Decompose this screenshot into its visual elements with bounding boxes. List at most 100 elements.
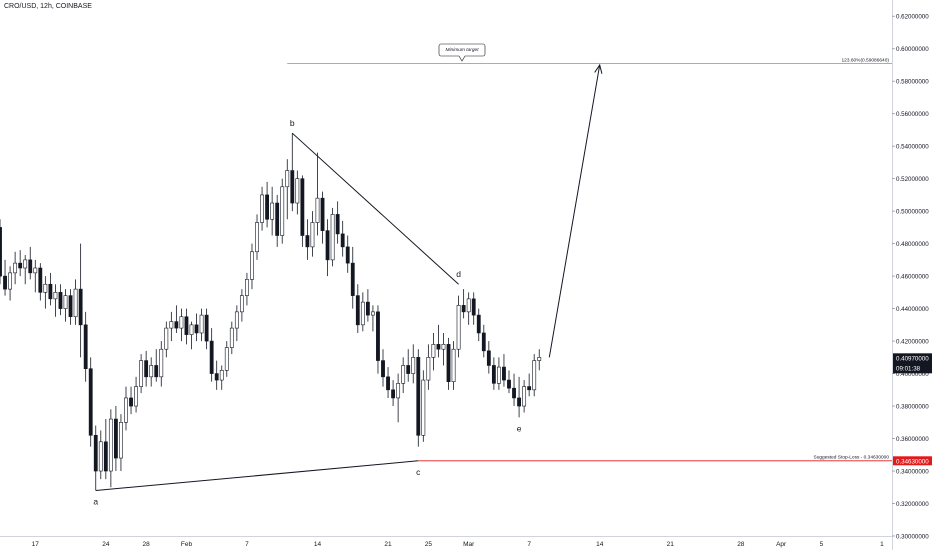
candle-body-up: [239, 295, 244, 313]
y-tick-label: 0.60000000: [896, 46, 929, 53]
candle-body-down: [194, 324, 199, 334]
candle: [376, 305, 380, 374]
candle: [401, 357, 406, 394]
candle: [169, 311, 174, 342]
candle-body-down: [406, 365, 411, 374]
candle-body-down: [461, 305, 466, 313]
candle: [98, 430, 103, 480]
candle: [239, 289, 244, 322]
candle-body-down: [290, 170, 295, 204]
candle-body-down: [350, 262, 355, 296]
candle: [93, 425, 98, 491]
candle-body-up: [360, 301, 365, 326]
y-tick-label: 0.58000000: [896, 79, 929, 86]
price-badge-bg: [893, 353, 932, 374]
candle-body-up: [199, 314, 204, 334]
projection-arrow-line[interactable]: [548, 64, 601, 358]
candle-body-up: [134, 386, 138, 407]
candle: [58, 284, 63, 316]
candle-body-up: [63, 295, 68, 309]
candle-body-down: [204, 314, 209, 342]
candle: [38, 263, 43, 301]
candle: [0, 219, 2, 285]
candle: [28, 246, 33, 280]
candle-body-up: [108, 418, 113, 472]
candle-body-down: [83, 324, 88, 370]
candle-body-down: [3, 275, 7, 290]
candle: [103, 419, 108, 480]
candle: [446, 337, 451, 390]
candle: [234, 305, 239, 342]
candle: [431, 332, 436, 371]
candle: [159, 341, 164, 387]
candle-body-down: [78, 288, 83, 326]
candle: [229, 321, 234, 355]
candle-body-down: [144, 360, 149, 378]
candle-body-up: [224, 347, 229, 371]
symbol-label: CRO/USD, 12h, COINBASE: [4, 3, 92, 10]
candle: [214, 360, 219, 390]
candle-body-down: [209, 340, 214, 374]
candle: [68, 289, 73, 325]
candle-body-down: [214, 373, 219, 381]
candle: [255, 214, 259, 260]
candle: [78, 243, 83, 358]
trendline[interactable]: [95, 460, 419, 492]
x-tick-label: 7: [527, 541, 531, 548]
candle-body-up: [441, 344, 446, 350]
candle-body-down: [416, 357, 421, 436]
candle-body-up: [13, 262, 18, 274]
candle-body-down: [436, 344, 441, 350]
candle: [139, 354, 144, 394]
x-tick-label: 21: [384, 541, 392, 548]
candle: [83, 311, 88, 382]
candle: [275, 194, 280, 247]
candle-body-down: [325, 230, 330, 261]
candle-body-down: [386, 376, 390, 391]
candle-body-up: [411, 357, 416, 374]
candle: [320, 191, 325, 244]
candle: [325, 219, 330, 277]
candle: [456, 295, 461, 358]
candle: [315, 152, 320, 236]
candle: [481, 324, 486, 358]
candle: [491, 357, 496, 390]
candle: [124, 386, 128, 431]
candle-body-down: [476, 314, 481, 334]
candle: [204, 308, 209, 350]
candle: [350, 246, 355, 309]
candle-body-up: [169, 321, 174, 329]
candle: [330, 207, 335, 267]
candle: [295, 170, 300, 215]
candle-body-up: [219, 370, 224, 381]
candle-body-up: [537, 357, 542, 361]
candle-body-down: [154, 365, 159, 378]
candle-body-down: [376, 311, 380, 361]
pivot-label-b: b: [290, 118, 295, 128]
candle-body-down: [275, 202, 280, 236]
candle: [270, 186, 275, 236]
candle-body-up: [295, 178, 300, 204]
candle-body-up: [98, 441, 103, 472]
candle-body-down: [335, 214, 340, 235]
candle-body-up: [532, 360, 537, 391]
candle: [517, 376, 521, 418]
x-tick-label: 28: [143, 541, 151, 548]
candle: [113, 406, 118, 472]
trendline[interactable]: [291, 132, 459, 285]
candle: [43, 276, 48, 309]
candle-body-down: [103, 441, 108, 472]
x-tick-label: 14: [314, 541, 322, 548]
target-callout-text: Minimum target: [445, 47, 479, 53]
y-tick-label: 0.62000000: [896, 14, 929, 21]
candle: [527, 373, 532, 397]
candle-body-up: [280, 186, 285, 236]
y-tick-label: 0.30000000: [896, 534, 929, 541]
price-badge-bg: [893, 456, 932, 466]
candle-body-down: [486, 350, 491, 366]
candle-body-down: [38, 267, 43, 293]
candle: [164, 321, 169, 358]
candle-body-up: [234, 311, 239, 329]
candle: [3, 259, 7, 296]
